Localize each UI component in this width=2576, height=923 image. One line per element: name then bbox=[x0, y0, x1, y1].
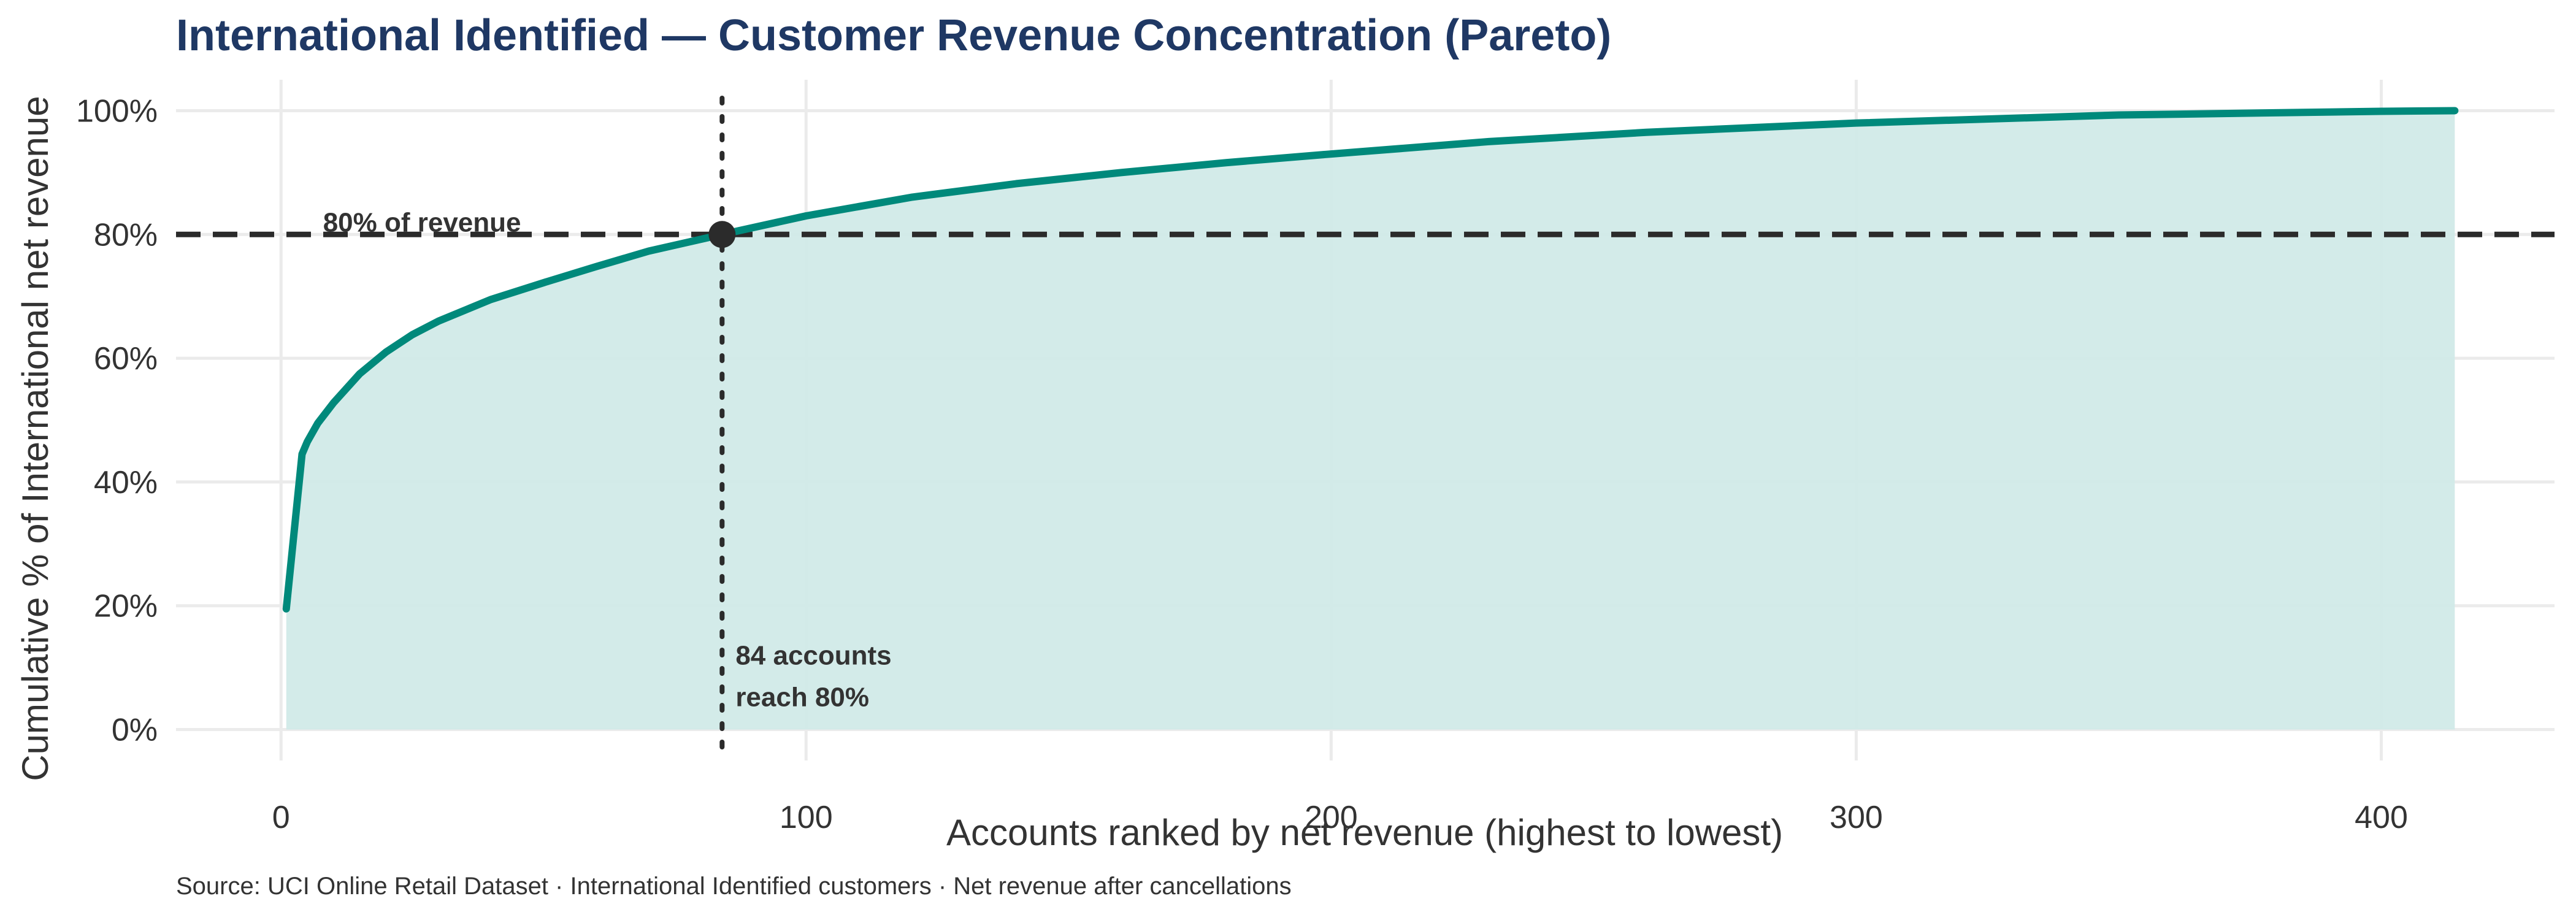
y-tick-label: 80% bbox=[94, 217, 158, 253]
threshold-label: 80% of revenue bbox=[323, 207, 521, 237]
y-tick-label: 100% bbox=[76, 93, 158, 129]
chart-title: International Identified — Customer Reve… bbox=[176, 11, 1611, 60]
x-tick-label: 200 bbox=[1305, 800, 1358, 835]
threshold-point bbox=[708, 221, 736, 248]
reference-lines bbox=[176, 96, 2555, 763]
y-tick-label: 60% bbox=[94, 341, 158, 377]
x-tick-label: 300 bbox=[1830, 800, 1883, 835]
x-tick-label: 100 bbox=[780, 800, 833, 835]
x-axis-title: Accounts ranked by net revenue (highest … bbox=[946, 812, 1783, 853]
cumulative-line bbox=[282, 107, 2459, 613]
cumulative-area bbox=[286, 110, 2455, 730]
series-layer bbox=[282, 107, 2459, 613]
y-axis-title: Cumulative % of International net revenu… bbox=[15, 96, 56, 781]
marker-label-line-1: 84 accounts bbox=[735, 641, 891, 671]
area-layer bbox=[286, 110, 2455, 730]
marker-label-line-2: reach 80% bbox=[735, 683, 869, 713]
y-tick-label: 0% bbox=[112, 713, 158, 748]
x-tick-label: 0 bbox=[272, 800, 290, 835]
tick-labels: 0 100 200 300 400 0% 20% 40% 60% 80% 100% bbox=[76, 93, 2408, 835]
x-tick-label: 400 bbox=[2355, 800, 2408, 835]
annotations: 80% of revenue 84 accounts reach 80% bbox=[323, 207, 892, 712]
y-tick-label: 20% bbox=[94, 589, 158, 624]
y-tick-label: 40% bbox=[94, 465, 158, 500]
source-caption: Source: UCI Online Retail Dataset · Inte… bbox=[176, 873, 1292, 900]
